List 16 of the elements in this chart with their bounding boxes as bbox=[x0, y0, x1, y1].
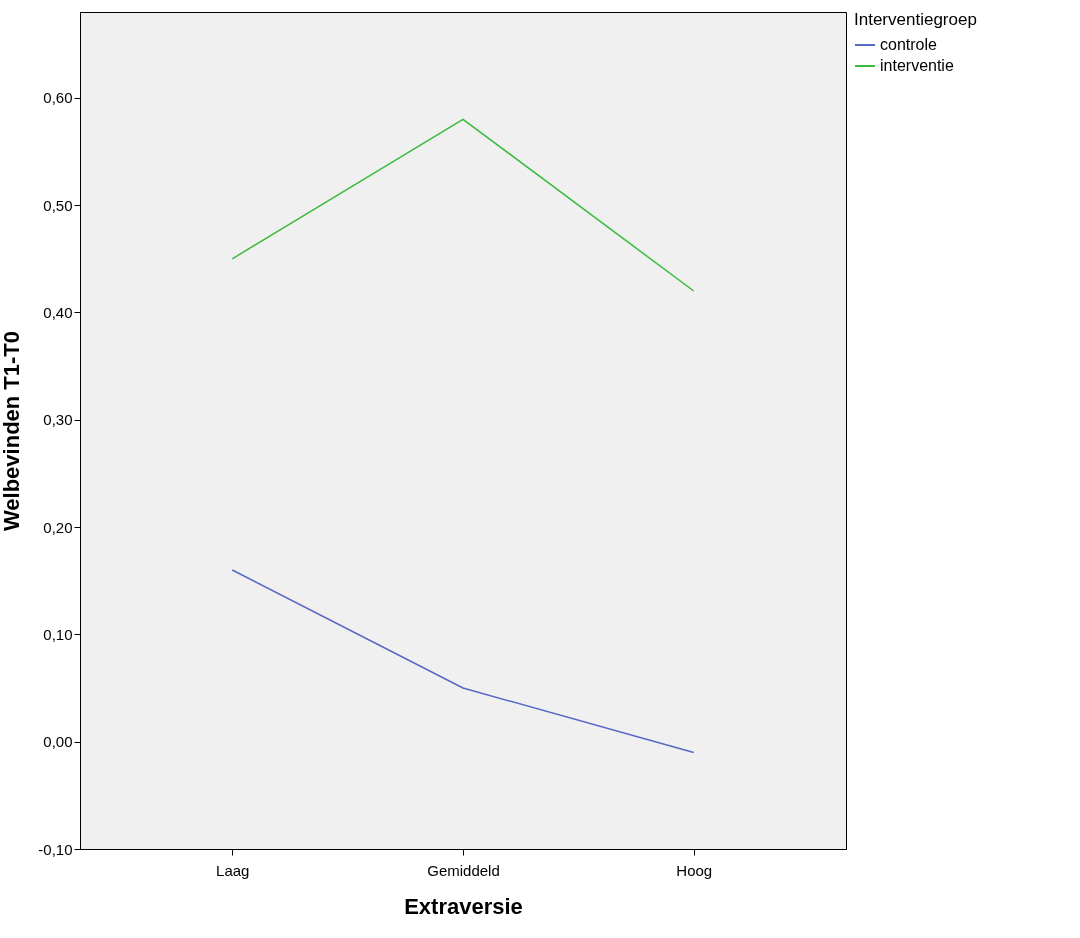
y-tick-label: 0,20 bbox=[43, 518, 73, 536]
x-tick-label: Hoog bbox=[676, 861, 713, 879]
y-tick-label: 0,50 bbox=[43, 196, 73, 214]
legend-title: Interventiegroep bbox=[854, 10, 977, 29]
y-tick-label: 0,60 bbox=[43, 89, 73, 107]
y-tick-label: 0,10 bbox=[43, 625, 73, 643]
x-tick-label: Laag bbox=[216, 861, 250, 879]
y-tick-label: -0,10 bbox=[38, 840, 73, 858]
legend-label: controle bbox=[880, 36, 938, 53]
legend-label: interventie bbox=[880, 57, 954, 74]
x-axis-title: Extraversie bbox=[404, 893, 523, 919]
y-tick-label: 0,40 bbox=[43, 303, 73, 321]
y-axis-title: Welbevinden T1-T0 bbox=[0, 330, 25, 532]
y-tick-label: 0,30 bbox=[43, 411, 73, 429]
x-tick-label: Gemiddeld bbox=[427, 861, 500, 879]
y-tick-label: 0,00 bbox=[43, 733, 73, 751]
